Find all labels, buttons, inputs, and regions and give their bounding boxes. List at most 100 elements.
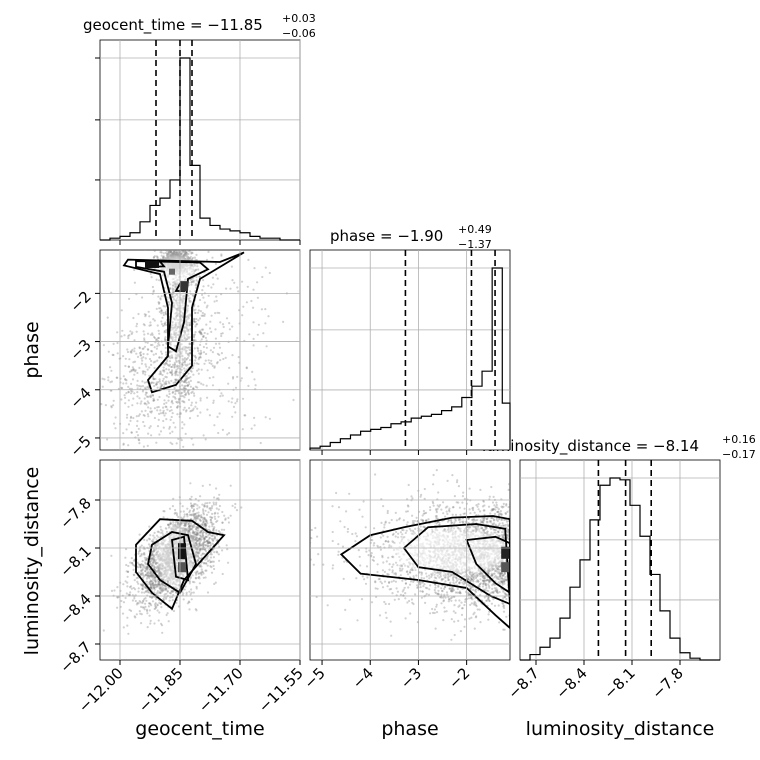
sample-point [191, 510, 195, 513]
sample-point [230, 265, 233, 268]
sample-point [194, 533, 197, 536]
sample-point [150, 586, 153, 589]
panel-geocent-lumdist-frame [99, 459, 301, 661]
sample-point [136, 420, 139, 423]
sample-point [183, 254, 186, 257]
sample-point [225, 317, 229, 320]
sample-point [150, 381, 154, 384]
sample-point [198, 275, 201, 279]
sample-point [127, 405, 130, 408]
sample-point [128, 593, 131, 596]
sample-point [194, 530, 197, 533]
sample-point [190, 495, 193, 498]
sample-point [144, 386, 147, 389]
sample-point [156, 406, 159, 409]
sample-point [168, 252, 171, 256]
sample-point [153, 255, 156, 258]
sample-point [131, 562, 134, 565]
sample-point [152, 561, 155, 564]
sample-point [171, 599, 174, 602]
sample-point [212, 522, 215, 526]
sample-point [256, 296, 259, 299]
sample-point [174, 508, 177, 512]
sample-point [194, 284, 197, 287]
sample-point [139, 564, 142, 567]
sample-point [151, 333, 154, 336]
sample-point [135, 415, 138, 418]
sample-point [207, 541, 210, 544]
sample-point [137, 587, 140, 590]
sample-point [166, 612, 169, 615]
sample-point [165, 401, 168, 404]
sample-point [120, 335, 123, 338]
sample-point [268, 417, 271, 420]
sample-point [198, 577, 201, 580]
sample-point [125, 379, 128, 382]
sample-point [176, 379, 179, 382]
sample-point [166, 363, 170, 367]
sample-point [190, 251, 193, 254]
sample-point [148, 574, 151, 577]
sample-point [241, 280, 244, 283]
sample-point [135, 613, 138, 616]
sample-point [181, 364, 184, 367]
sample-point [148, 374, 151, 377]
sample-point [195, 548, 198, 552]
sample-point [120, 309, 123, 312]
sample-point [185, 381, 188, 384]
sample-point [149, 395, 152, 399]
sample-point [211, 512, 214, 516]
sample-point [204, 524, 207, 527]
sample-point [157, 337, 160, 340]
sample-point [191, 257, 194, 260]
sample-point [265, 345, 268, 348]
sample-point [204, 523, 207, 526]
sample-point [159, 298, 162, 301]
sample-point [171, 402, 174, 405]
sample-point [162, 588, 165, 592]
sample-point [161, 369, 164, 372]
sample-point [205, 532, 208, 535]
sample-point [210, 314, 213, 317]
sample-point [169, 441, 172, 444]
sample-point [194, 405, 197, 408]
sample-point [152, 550, 155, 553]
sample-point [152, 584, 155, 587]
sample-point [127, 391, 130, 394]
sample-point [142, 413, 145, 417]
sample-point [194, 269, 197, 272]
sample-point [149, 562, 152, 566]
sample-point [190, 252, 193, 255]
sample-point [199, 329, 202, 332]
sample-point [185, 252, 188, 255]
sample-point [184, 524, 187, 527]
sample-point [144, 391, 148, 394]
sample-point [208, 541, 211, 544]
sample-point [151, 449, 152, 450]
sample-point [162, 257, 165, 260]
sample-point [168, 350, 171, 353]
sample-point [135, 241, 137, 243]
sample-point [162, 255, 165, 258]
sample-point [153, 549, 156, 552]
sample-point [154, 383, 158, 386]
sample-point [144, 586, 147, 589]
sample-point [198, 514, 201, 518]
sample-point [186, 250, 189, 251]
sample-point [198, 543, 201, 546]
sample-point [194, 571, 197, 574]
sample-point [193, 535, 196, 538]
sample-point [145, 572, 149, 575]
sample-point [137, 582, 140, 585]
sample-point [147, 574, 150, 577]
sample-point [153, 586, 156, 590]
sample-point [145, 381, 148, 384]
sample-point [162, 244, 164, 246]
sample-point [204, 336, 207, 339]
sample-point [222, 357, 225, 361]
sample-point [173, 361, 176, 364]
sample-point [126, 570, 130, 574]
sample-point [130, 382, 133, 385]
sample-point [160, 589, 164, 592]
sample-point [159, 412, 163, 415]
